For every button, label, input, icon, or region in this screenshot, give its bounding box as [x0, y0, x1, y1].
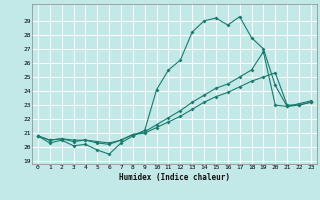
X-axis label: Humidex (Indice chaleur): Humidex (Indice chaleur) — [119, 173, 230, 182]
